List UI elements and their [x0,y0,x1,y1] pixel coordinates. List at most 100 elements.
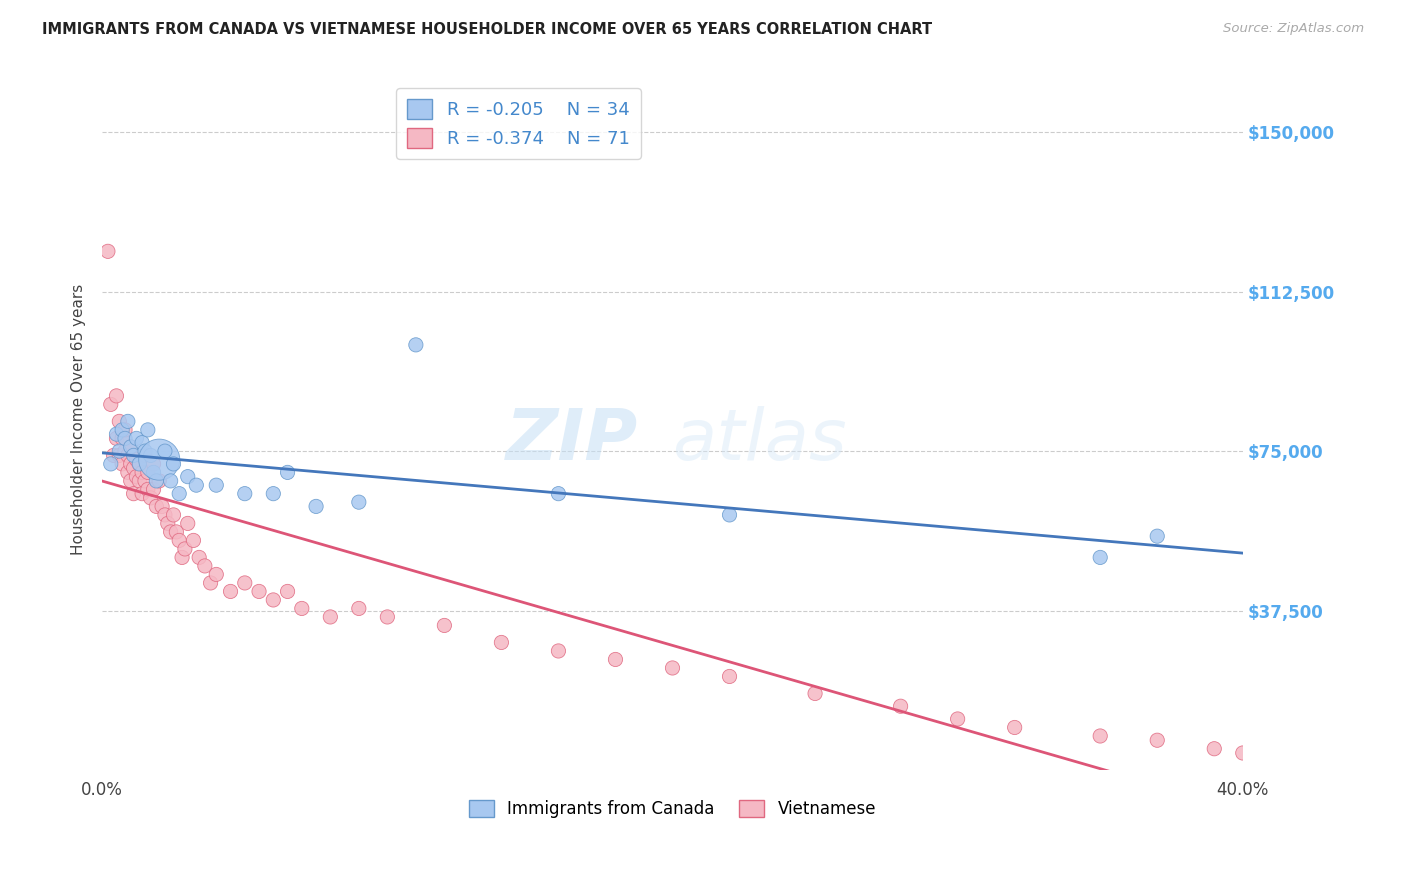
Point [136,423,159,437]
Point [136,466,159,480]
Point [1204,741,1226,756]
Point [247,584,270,599]
Text: atlas: atlas [672,406,848,475]
Point [145,500,167,514]
Point [162,457,184,471]
Point [131,435,153,450]
Legend: Immigrants from Canada, Vietnamese: Immigrants from Canada, Vietnamese [463,793,883,825]
Point [347,495,370,509]
Y-axis label: Householder Income Over 65 years: Householder Income Over 65 years [72,284,86,555]
Point [117,414,139,428]
Point [159,524,181,539]
Point [142,466,165,480]
Point [128,457,150,471]
Point [134,444,156,458]
Point [946,712,969,726]
Point [188,550,211,565]
Point [120,440,142,454]
Point [114,423,136,437]
Point [131,486,153,500]
Point [718,669,741,683]
Point [277,466,299,480]
Point [97,244,120,259]
Point [105,431,128,445]
Point [347,601,370,615]
Point [128,474,150,488]
Point [319,610,342,624]
Text: IMMIGRANTS FROM CANADA VS VIETNAMESE HOUSEHOLDER INCOME OVER 65 YEARS CORRELATIO: IMMIGRANTS FROM CANADA VS VIETNAMESE HOU… [42,22,932,37]
Point [262,593,284,607]
Point [122,486,145,500]
Point [804,686,827,700]
Point [1146,529,1168,543]
Point [125,469,148,483]
Point [111,457,134,471]
Point [205,478,228,492]
Point [183,533,205,548]
Point [103,449,125,463]
Point [148,474,170,488]
Point [177,469,200,483]
Point [131,466,153,480]
Point [100,457,122,471]
Point [136,483,159,497]
Point [142,483,165,497]
Point [120,440,142,454]
Point [125,452,148,467]
Point [186,478,208,492]
Point [205,567,228,582]
Point [170,550,193,565]
Point [122,461,145,475]
Text: Source: ZipAtlas.com: Source: ZipAtlas.com [1223,22,1364,36]
Point [111,423,134,437]
Point [167,486,190,500]
Point [262,486,284,500]
Point [114,444,136,458]
Point [134,474,156,488]
Point [233,576,256,591]
Point [605,652,627,666]
Point [108,414,131,428]
Point [105,427,128,442]
Point [148,452,170,467]
Point [200,576,222,591]
Point [405,338,427,352]
Point [153,444,176,458]
Point [139,491,162,505]
Point [114,431,136,445]
Point [1146,733,1168,747]
Point [150,500,173,514]
Point [162,508,184,522]
Point [117,466,139,480]
Text: ZIP: ZIP [506,406,638,475]
Point [547,486,569,500]
Point [277,584,299,599]
Point [117,449,139,463]
Point [547,644,569,658]
Point [134,449,156,463]
Point [145,474,167,488]
Point [433,618,456,632]
Point [1090,550,1112,565]
Point [142,457,165,471]
Point [108,444,131,458]
Point [159,474,181,488]
Point [167,533,190,548]
Point [153,508,176,522]
Point [305,500,328,514]
Point [156,516,179,531]
Point [177,516,200,531]
Point [890,699,912,714]
Point [661,661,683,675]
Point [1090,729,1112,743]
Point [125,431,148,445]
Point [1232,746,1254,760]
Point [111,431,134,445]
Point [128,457,150,471]
Point [375,610,398,624]
Point [120,474,142,488]
Point [1004,721,1026,735]
Point [291,601,314,615]
Point [100,397,122,411]
Point [491,635,513,649]
